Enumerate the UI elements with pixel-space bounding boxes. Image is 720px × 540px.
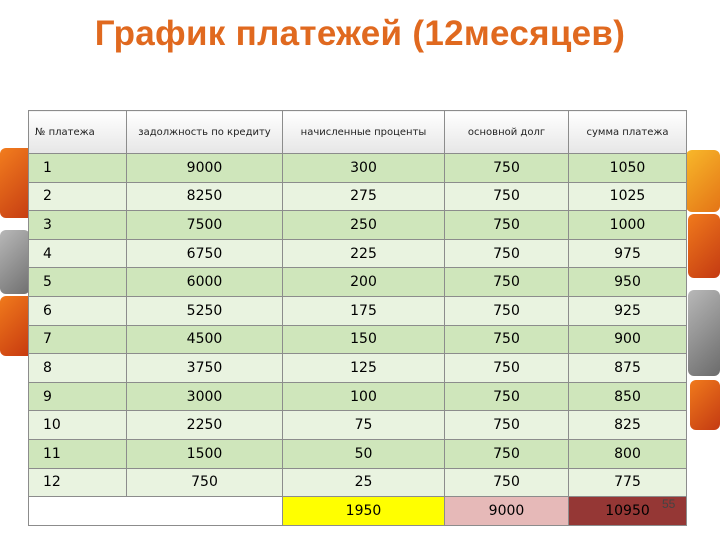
cell-payment-sum: 775 [568, 467, 687, 498]
cell-payment-number: 11 [28, 438, 127, 469]
totals-empty-cell [28, 496, 283, 527]
cell-principal: 750 [444, 381, 569, 412]
table-body: 1 9000 300 750 1050 2 8250 275 750 1025 3 7500 250 75… [28, 153, 687, 498]
puzzle-piece-decoration [0, 230, 30, 294]
header-principal: основной долг [444, 110, 569, 154]
cell-payment-sum: 1000 [568, 210, 687, 240]
table-totals: 1950 9000 10950 [28, 496, 687, 527]
header-debt: задолжность по кредиту [126, 110, 283, 154]
table-row: 4 6750 225 750 975 [28, 238, 687, 269]
cell-payment-number: 1 [28, 153, 127, 183]
puzzle-piece-decoration [686, 150, 720, 212]
table-row: 8 3750 125 750 875 [28, 353, 687, 383]
table-row: 5 6000 200 750 950 [28, 267, 687, 297]
cell-payment-sum: 925 [568, 295, 687, 326]
cell-principal: 750 [444, 410, 569, 440]
cell-debt: 6000 [126, 267, 283, 297]
cell-debt: 6750 [126, 238, 283, 269]
cell-payment-number: 3 [28, 210, 127, 240]
header-payment-sum: сумма платежа [568, 110, 687, 154]
cell-debt: 7500 [126, 210, 283, 240]
page-title: График платежей (12месяцев) [94, 14, 626, 53]
cell-interest: 250 [282, 210, 445, 240]
puzzle-piece-decoration [690, 380, 720, 430]
cell-debt: 2250 [126, 410, 283, 440]
cell-debt: 3000 [126, 381, 283, 412]
table-row: 1 9000 300 750 1050 [28, 153, 687, 183]
cell-interest: 275 [282, 181, 445, 212]
header-row: № платежа задолжность по кредиту начисле… [28, 110, 687, 154]
table-row: 11 1500 50 750 800 [28, 438, 687, 469]
cell-debt: 1500 [126, 438, 283, 469]
cell-payment-number: 6 [28, 295, 127, 326]
payment-schedule-table: № платежа задолжность по кредиту начисле… [28, 110, 687, 527]
cell-principal: 750 [444, 324, 569, 355]
cell-principal: 750 [444, 438, 569, 469]
cell-interest: 200 [282, 267, 445, 297]
cell-payment-number: 5 [28, 267, 127, 297]
table-row: 7 4500 150 750 900 [28, 324, 687, 355]
cell-payment-number: 7 [28, 324, 127, 355]
cell-payment-number: 2 [28, 181, 127, 212]
header-payment-number: № платежа [28, 110, 127, 154]
cell-interest: 25 [282, 467, 445, 498]
cell-interest: 50 [282, 438, 445, 469]
header-interest: начисленные проценты [282, 110, 445, 154]
cell-interest: 125 [282, 353, 445, 383]
table-row: 6 5250 175 750 925 [28, 295, 687, 326]
table-row: 9 3000 100 750 850 [28, 381, 687, 412]
cell-interest: 225 [282, 238, 445, 269]
puzzle-piece-decoration [688, 214, 720, 278]
cell-payment-sum: 825 [568, 410, 687, 440]
cell-principal: 750 [444, 153, 569, 183]
total-payment: 10950 [568, 496, 687, 527]
table-row: 3 7500 250 750 1000 [28, 210, 687, 240]
puzzle-piece-decoration [688, 290, 720, 376]
table-row: 10 2250 75 750 825 [28, 410, 687, 440]
cell-payment-sum: 850 [568, 381, 687, 412]
cell-principal: 750 [444, 267, 569, 297]
cell-principal: 750 [444, 295, 569, 326]
totals-row: 1950 9000 10950 [28, 496, 687, 527]
cell-payment-sum: 950 [568, 267, 687, 297]
total-interest: 1950 [282, 496, 445, 527]
cell-principal: 750 [444, 467, 569, 498]
cell-payment-number: 10 [28, 410, 127, 440]
cell-interest: 300 [282, 153, 445, 183]
slide-number: 55 [662, 497, 676, 511]
cell-debt: 750 [126, 467, 283, 498]
cell-payment-number: 9 [28, 381, 127, 412]
total-principal: 9000 [444, 496, 569, 527]
cell-interest: 75 [282, 410, 445, 440]
cell-payment-number: 4 [28, 238, 127, 269]
cell-debt: 3750 [126, 353, 283, 383]
cell-debt: 9000 [126, 153, 283, 183]
table-header: № платежа задолжность по кредиту начисле… [28, 110, 687, 154]
table-row: 12 750 25 750 775 [28, 467, 687, 498]
cell-payment-number: 8 [28, 353, 127, 383]
cell-payment-sum: 1025 [568, 181, 687, 212]
cell-interest: 150 [282, 324, 445, 355]
cell-debt: 8250 [126, 181, 283, 212]
cell-interest: 100 [282, 381, 445, 412]
cell-payment-sum: 1050 [568, 153, 687, 183]
cell-debt: 5250 [126, 295, 283, 326]
cell-principal: 750 [444, 210, 569, 240]
cell-principal: 750 [444, 238, 569, 269]
cell-payment-sum: 975 [568, 238, 687, 269]
cell-payment-sum: 800 [568, 438, 687, 469]
cell-principal: 750 [444, 353, 569, 383]
cell-payment-sum: 900 [568, 324, 687, 355]
table-row: 2 8250 275 750 1025 [28, 181, 687, 212]
cell-payment-sum: 875 [568, 353, 687, 383]
cell-interest: 175 [282, 295, 445, 326]
cell-payment-number: 12 [28, 467, 127, 498]
cell-principal: 750 [444, 181, 569, 212]
cell-debt: 4500 [126, 324, 283, 355]
